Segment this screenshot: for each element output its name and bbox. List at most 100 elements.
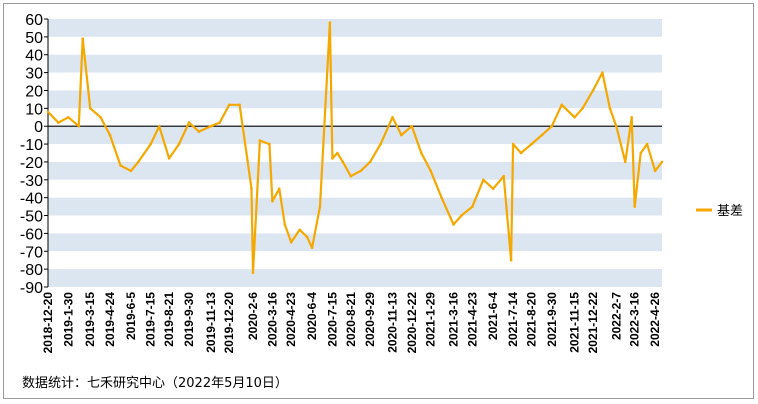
data-point (250, 187, 253, 190)
data-point (209, 124, 213, 128)
x-tick-label: 2021-7-14 (506, 292, 520, 347)
data-point (601, 71, 604, 74)
data-point (440, 196, 443, 199)
x-tick-label: 2021-4-23 (465, 292, 479, 347)
data-point (157, 124, 161, 128)
data-point (471, 205, 474, 208)
x-tick-label: 2020-12-22 (405, 292, 419, 354)
data-point (197, 130, 201, 133)
y-tick-label: -40 (20, 191, 43, 208)
grid-band (48, 233, 662, 252)
data-point (359, 169, 363, 173)
x-tick-label: 2021-6-4 (486, 292, 500, 340)
background-bands (48, 19, 662, 287)
data-point (491, 187, 495, 190)
data-point (608, 107, 612, 110)
data-point (639, 151, 642, 155)
y-tick-label: -20 (20, 155, 43, 172)
grid-band (48, 108, 662, 127)
data-point (336, 151, 339, 155)
y-tick-label: -60 (20, 226, 43, 243)
source-note: 数据统计：七禾研究中心（2022年5月10日） (22, 376, 288, 391)
data-point (271, 199, 274, 203)
y-tick-label: 30 (25, 66, 43, 83)
data-point (67, 116, 70, 119)
data-point (268, 142, 271, 146)
data-point (482, 178, 485, 182)
x-tick-label: 2020-4-23 (284, 292, 298, 347)
x-tick-label: 2019-6-5 (124, 292, 138, 340)
x-tick-label: 2019-11-13 (204, 292, 218, 353)
grid-band (48, 36, 662, 55)
data-point (331, 157, 334, 160)
x-tick-label: 2018-12-20 (41, 292, 55, 354)
data-point (615, 124, 618, 128)
legend-label: 基差 (717, 204, 743, 219)
y-tick-label: 40 (25, 48, 43, 65)
x-tick-label: 2019-12-20 (222, 292, 236, 354)
x-tick-label: 2021-11-15 (568, 292, 582, 353)
x-tick-label: 2019-7-15 (144, 292, 158, 347)
data-point (278, 187, 281, 190)
y-tick-label: -50 (20, 209, 43, 226)
x-tick-label: 2020-9-29 (363, 292, 377, 347)
data-point (660, 160, 664, 164)
x-tick-label: 2021-9-30 (545, 292, 559, 347)
data-point (137, 160, 140, 164)
grid-band (48, 197, 662, 216)
grid-band (48, 251, 662, 270)
grid-band (48, 179, 662, 198)
x-tick-label: 2021-3-16 (447, 292, 461, 347)
data-point (149, 142, 152, 146)
series-group (46, 21, 664, 275)
data-point (57, 121, 60, 124)
grid-band (48, 19, 662, 37)
data-point (187, 121, 191, 124)
data-point (108, 133, 112, 137)
x-tick-label: 2022-4-26 (648, 292, 662, 347)
grid-band (48, 215, 662, 234)
data-point (400, 133, 403, 137)
data-point (167, 157, 171, 160)
data-point (653, 169, 657, 173)
data-point (550, 124, 554, 128)
y-tick-label: 50 (25, 30, 43, 47)
x-tick-label: 2020-6-4 (305, 292, 319, 340)
grid-band (48, 161, 662, 180)
data-point (391, 116, 394, 119)
data-point (560, 103, 563, 107)
data-point (251, 271, 255, 275)
data-point (420, 151, 423, 155)
data-point (573, 116, 576, 119)
x-tick-label: 2022-2-7 (609, 292, 623, 340)
data-point (581, 107, 584, 110)
data-point (258, 139, 262, 142)
grid-band (48, 269, 662, 287)
grid-band (48, 144, 662, 162)
data-point (218, 121, 221, 124)
x-tick-label: 2019-8-21 (162, 292, 176, 347)
data-point (633, 205, 636, 208)
data-point (349, 174, 353, 178)
data-point (511, 142, 515, 146)
data-point (540, 133, 544, 137)
grid-band (48, 72, 662, 91)
data-point (238, 103, 241, 107)
y-tick-label: 0 (34, 119, 43, 136)
y-tick-label: 10 (25, 101, 43, 118)
grid-band (48, 126, 662, 145)
data-point (368, 160, 372, 164)
y-tick-label: -80 (20, 262, 43, 279)
x-tick-label: 2021-1-29 (424, 292, 438, 347)
x-tick-label: 2020-8-21 (344, 292, 358, 347)
x-tick-label: 2021-12-22 (586, 292, 600, 354)
y-tick-label: -70 (20, 244, 43, 261)
data-point (289, 241, 293, 244)
x-tick-label: 2020-7-15 (325, 292, 339, 347)
x-tick-label: 2021-8-20 (524, 292, 538, 347)
data-point (310, 246, 314, 249)
data-point (46, 110, 50, 114)
data-point (119, 164, 122, 167)
data-point (645, 142, 649, 146)
